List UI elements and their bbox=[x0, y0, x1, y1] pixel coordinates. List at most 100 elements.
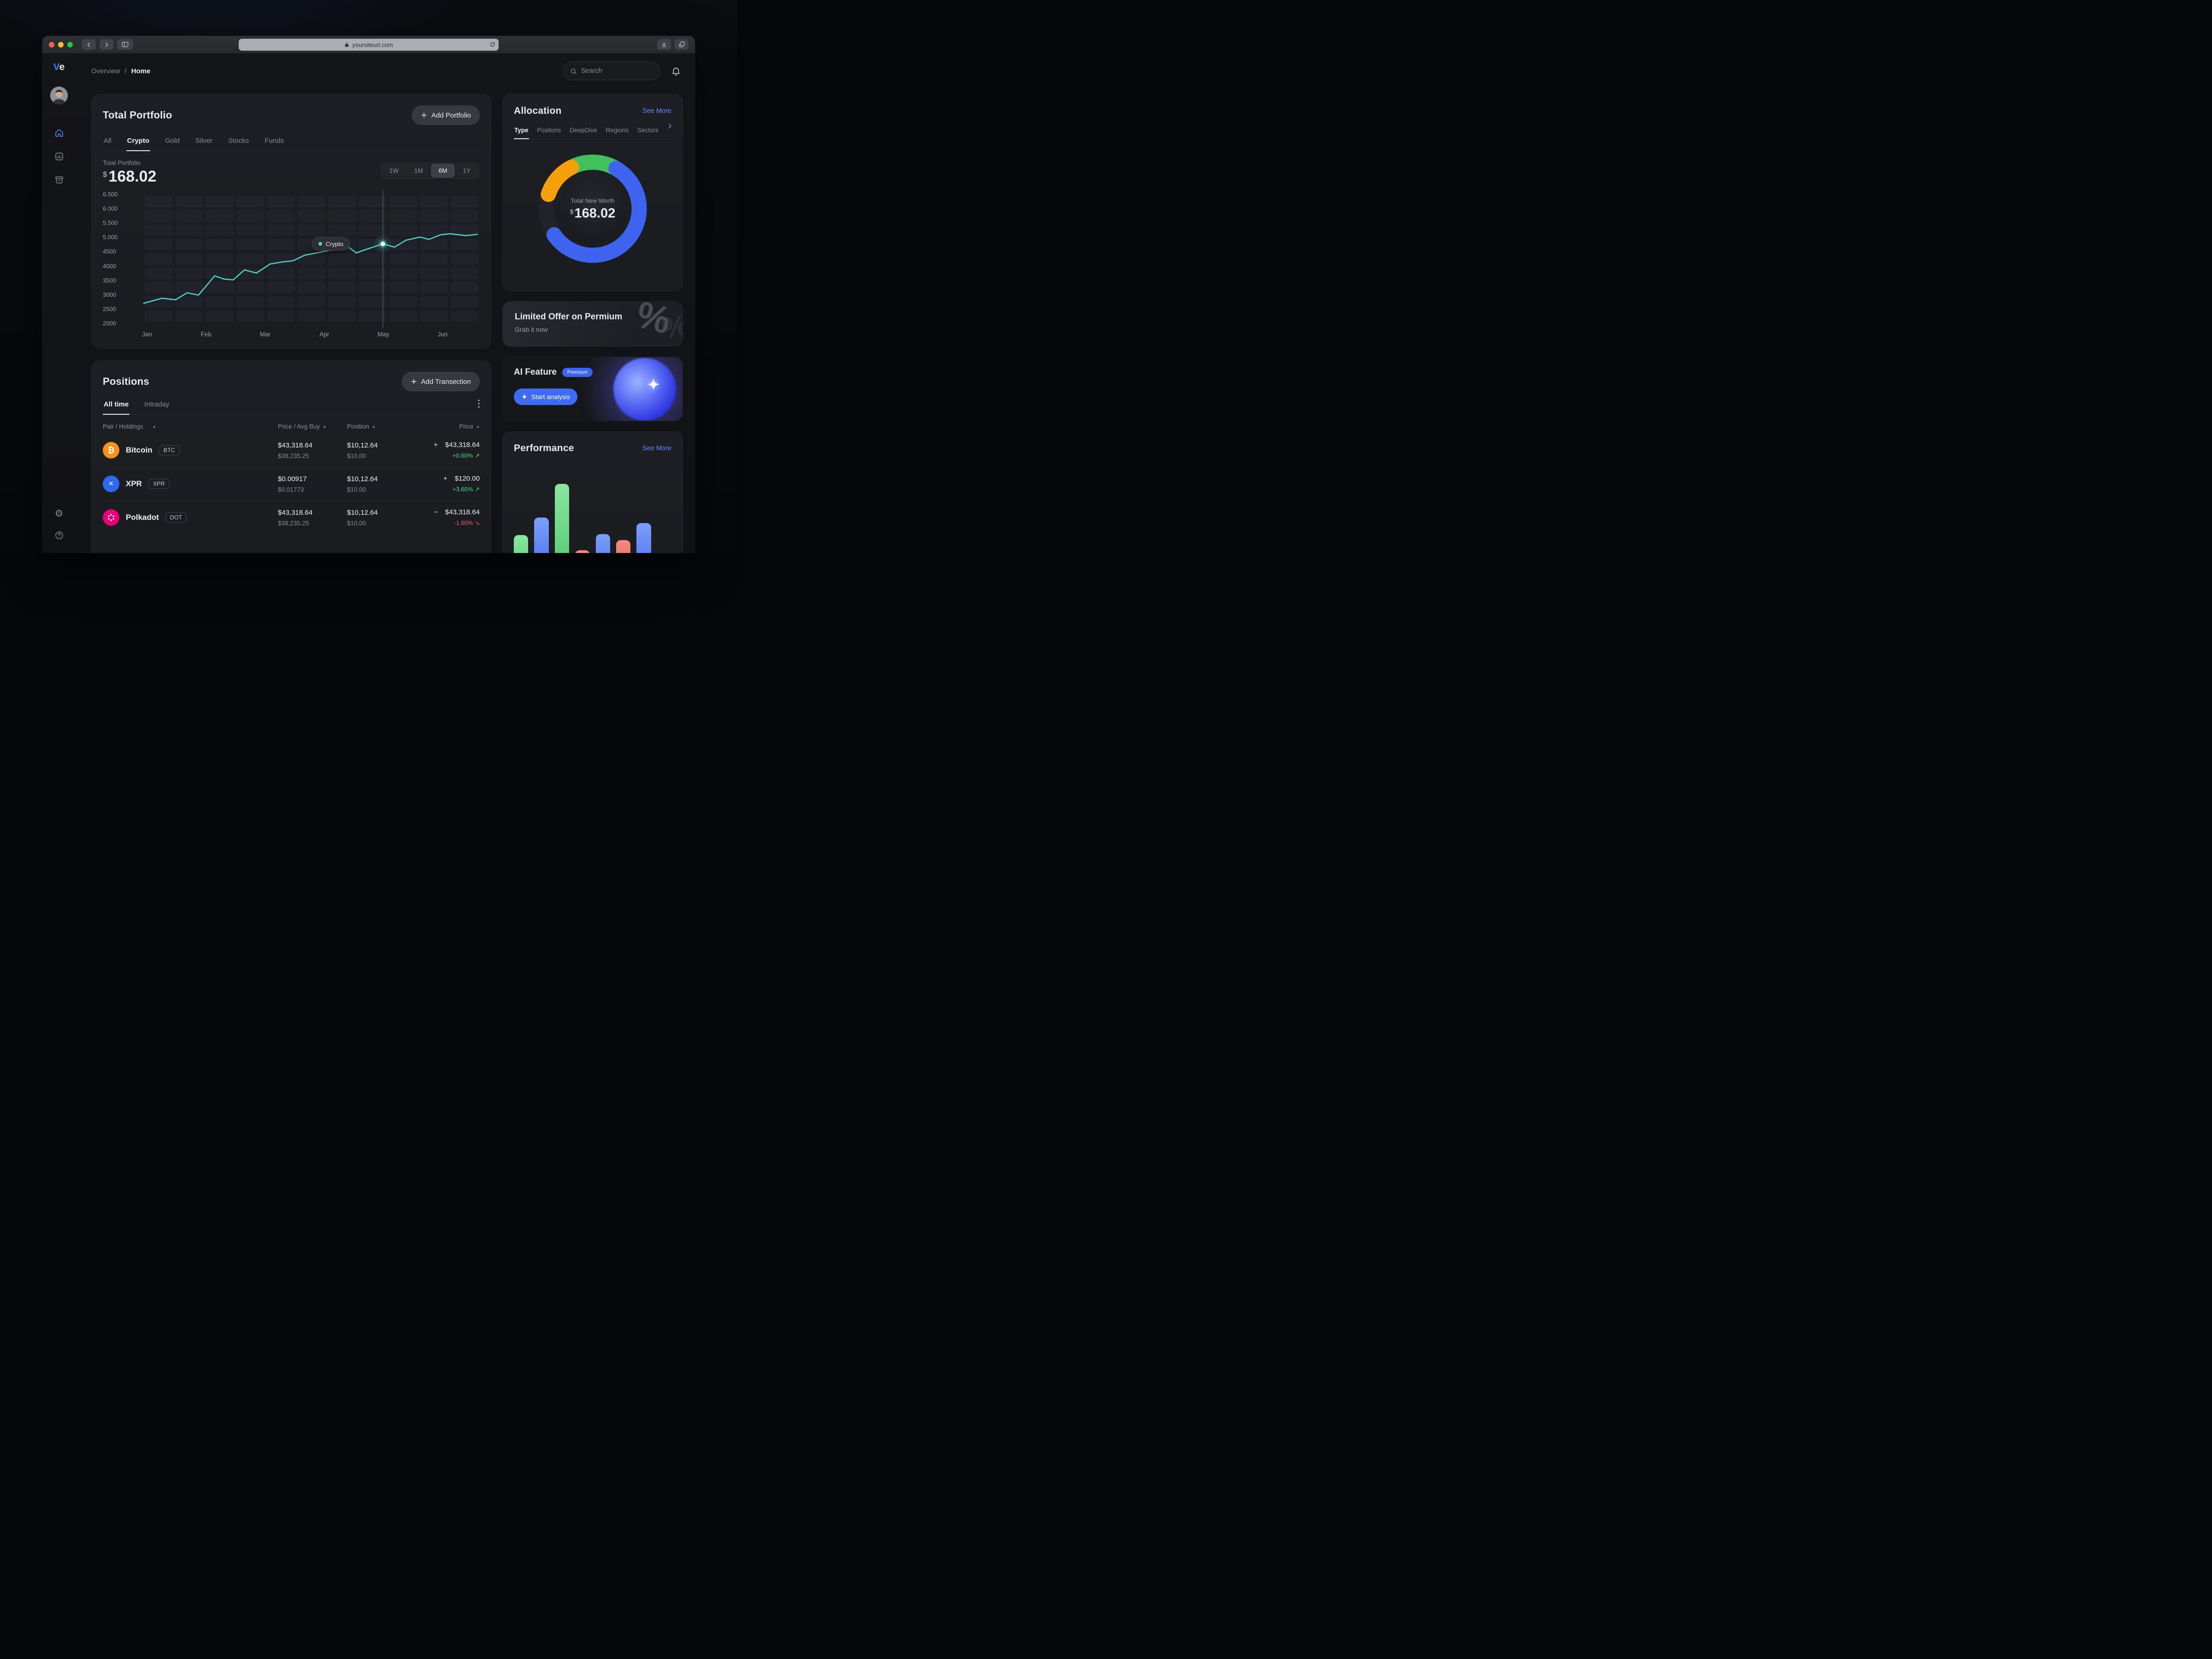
tab-crypto[interactable]: Crypto bbox=[126, 132, 151, 151]
sort-arrow-icon: ▲ bbox=[152, 424, 156, 429]
browser-window: yoursiteurl.com Ve bbox=[42, 36, 695, 553]
minimize-window-button[interactable] bbox=[58, 41, 64, 47]
y-axis-label: 5.500 bbox=[103, 219, 118, 227]
main-area: Overview / Home bbox=[76, 53, 695, 553]
sign: + bbox=[443, 475, 447, 482]
column-price-avg[interactable]: Price / Avg Buy ▲ bbox=[278, 423, 327, 430]
sidebar-icon bbox=[122, 41, 129, 47]
settings-icon[interactable]: ⚙ bbox=[54, 508, 64, 519]
alloc-tab-type[interactable]: Type bbox=[514, 123, 529, 139]
table-row-bitcoin[interactable]: ₿ Bitcoin BTC $43,318.64 $38,235.25 $10,… bbox=[103, 434, 480, 467]
tab-funds[interactable]: Funds bbox=[265, 137, 284, 145]
x-axis-label: Mar bbox=[259, 331, 271, 338]
notifications-bell-icon[interactable] bbox=[671, 66, 681, 76]
downloads-button[interactable] bbox=[657, 39, 671, 50]
net-worth-value: $168.02 bbox=[570, 206, 616, 221]
ticker-badge: BTC bbox=[159, 445, 180, 455]
back-button[interactable] bbox=[82, 39, 96, 50]
column-price[interactable]: Price ▲ bbox=[459, 423, 480, 430]
help-icon[interactable] bbox=[54, 530, 64, 540]
tabs-scroll-chevron-icon[interactable] bbox=[667, 123, 673, 139]
positions-card: Positions Add Transection All time Intra… bbox=[91, 360, 491, 553]
asset-avg-buy: $38,235.25 bbox=[278, 519, 309, 527]
start-analysis-button[interactable]: Start analysis bbox=[514, 388, 578, 405]
sort-arrow-icon: ▲ bbox=[323, 424, 327, 429]
range-1w[interactable]: 1W bbox=[389, 167, 399, 174]
chevron-right-icon bbox=[105, 42, 108, 47]
sparkle-star-icon bbox=[647, 377, 660, 391]
sidebar-nav bbox=[54, 128, 64, 185]
allocation-donut-chart: Total New Worth $168.02 bbox=[530, 147, 655, 271]
sign: − bbox=[434, 508, 438, 516]
sidebar-bottom: ⚙ bbox=[54, 509, 64, 540]
tabs-overview-button[interactable] bbox=[675, 39, 688, 50]
asset-total: $43,318.64 bbox=[445, 508, 480, 516]
table-row-polkadot[interactable]: Polkadot DOT $43,318.64 $38,235.25 $10,1… bbox=[103, 500, 480, 534]
column-position[interactable]: Position ▲ bbox=[347, 423, 376, 430]
alloc-tab-regions[interactable]: Regions bbox=[606, 127, 629, 134]
sidebar: Ve bbox=[42, 53, 76, 553]
performance-bar bbox=[514, 535, 529, 553]
alloc-tab-deepdive[interactable]: DeepDive bbox=[570, 127, 597, 134]
search-box[interactable] bbox=[563, 62, 660, 80]
xpr-icon: ✕ bbox=[103, 476, 119, 492]
add-transaction-button[interactable]: Add Transection bbox=[401, 372, 480, 391]
alloc-tab-sectors[interactable]: Sectors bbox=[637, 127, 659, 134]
tab-all-time[interactable]: All time bbox=[103, 396, 130, 415]
range-1y[interactable]: 1Y bbox=[463, 167, 471, 174]
column-pair[interactable]: Pair / Holdings ▲ bbox=[103, 423, 156, 430]
premium-offer-banner[interactable]: Limited Offer on Permium Grab it now % % bbox=[502, 301, 683, 347]
tabs-icon bbox=[679, 41, 685, 47]
address-bar[interactable]: yoursiteurl.com bbox=[239, 39, 499, 51]
polkadot-icon bbox=[103, 509, 119, 526]
forward-button[interactable] bbox=[100, 39, 113, 50]
nav-stats-icon[interactable] bbox=[54, 152, 64, 161]
bitcoin-icon: ₿ bbox=[103, 442, 119, 459]
tab-stocks[interactable]: Stocks bbox=[228, 137, 249, 145]
user-avatar[interactable] bbox=[50, 87, 68, 104]
table-row-xpr[interactable]: ✕ XPR XPR $0.00917 $0.01773 $10,12.64 bbox=[103, 467, 480, 500]
range-1m[interactable]: 1M bbox=[414, 167, 423, 174]
positions-tabs: All time Intraday bbox=[103, 396, 480, 415]
sparkle-icon bbox=[521, 394, 528, 400]
refresh-icon[interactable] bbox=[489, 41, 495, 47]
add-portfolio-button[interactable]: Add Portfolio bbox=[412, 106, 480, 125]
chart-plot-area[interactable]: Crypto Jan Feb Mar Apr May Jun bbox=[142, 190, 480, 338]
performance-title: Performance bbox=[514, 443, 574, 453]
range-6m[interactable]: 6M bbox=[430, 164, 455, 178]
total-portfolio-card: Total Portfolio Add Portfolio All Crypto… bbox=[91, 94, 491, 348]
kebab-menu-icon[interactable] bbox=[478, 400, 480, 411]
x-axis-label: Jun bbox=[437, 331, 448, 338]
portfolio-value-block: Total Portfolio $168.02 bbox=[103, 159, 156, 184]
zoom-window-button[interactable] bbox=[67, 41, 73, 47]
allocation-see-more-link[interactable]: See More bbox=[642, 107, 671, 115]
tab-intraday[interactable]: Intraday bbox=[144, 400, 170, 408]
performance-bar bbox=[554, 484, 570, 553]
breadcrumb-current: Home bbox=[131, 67, 151, 75]
breadcrumb-parent[interactable]: Overview bbox=[91, 67, 120, 75]
tab-silver[interactable]: Silver bbox=[195, 137, 213, 145]
x-axis-label: May bbox=[377, 331, 389, 338]
trend-up-icon: ↗ bbox=[475, 486, 480, 493]
y-axis-label: 2000 bbox=[103, 320, 116, 327]
search-icon bbox=[571, 68, 577, 74]
nav-wallet-icon[interactable] bbox=[54, 175, 64, 185]
close-window-button[interactable] bbox=[49, 41, 54, 47]
y-axis-label: 2500 bbox=[103, 305, 116, 312]
sidebar-toggle-button[interactable] bbox=[117, 39, 133, 50]
search-input[interactable] bbox=[581, 67, 653, 75]
performance-see-more-link[interactable]: See More bbox=[642, 445, 671, 452]
tab-all[interactable]: All bbox=[104, 137, 112, 145]
positions-table-header: Pair / Holdings ▲ Price / Avg Buy ▲ Positi… bbox=[103, 415, 480, 434]
chart-tooltip: Crypto bbox=[311, 237, 351, 251]
y-axis-label: 3000 bbox=[103, 291, 116, 298]
nav-home-icon[interactable] bbox=[54, 128, 64, 138]
asset-position: $10,12.64 bbox=[347, 508, 378, 517]
donut-center: Total New Worth $168.02 bbox=[530, 147, 655, 271]
alloc-tab-positons[interactable]: Positons bbox=[537, 127, 561, 134]
logo-rest: e bbox=[59, 62, 65, 72]
desktop-background: yoursiteurl.com Ve bbox=[0, 0, 737, 553]
ai-orb-graphic bbox=[613, 358, 676, 421]
tab-gold[interactable]: Gold bbox=[165, 137, 180, 145]
trend-down-icon: ↘ bbox=[475, 519, 480, 526]
